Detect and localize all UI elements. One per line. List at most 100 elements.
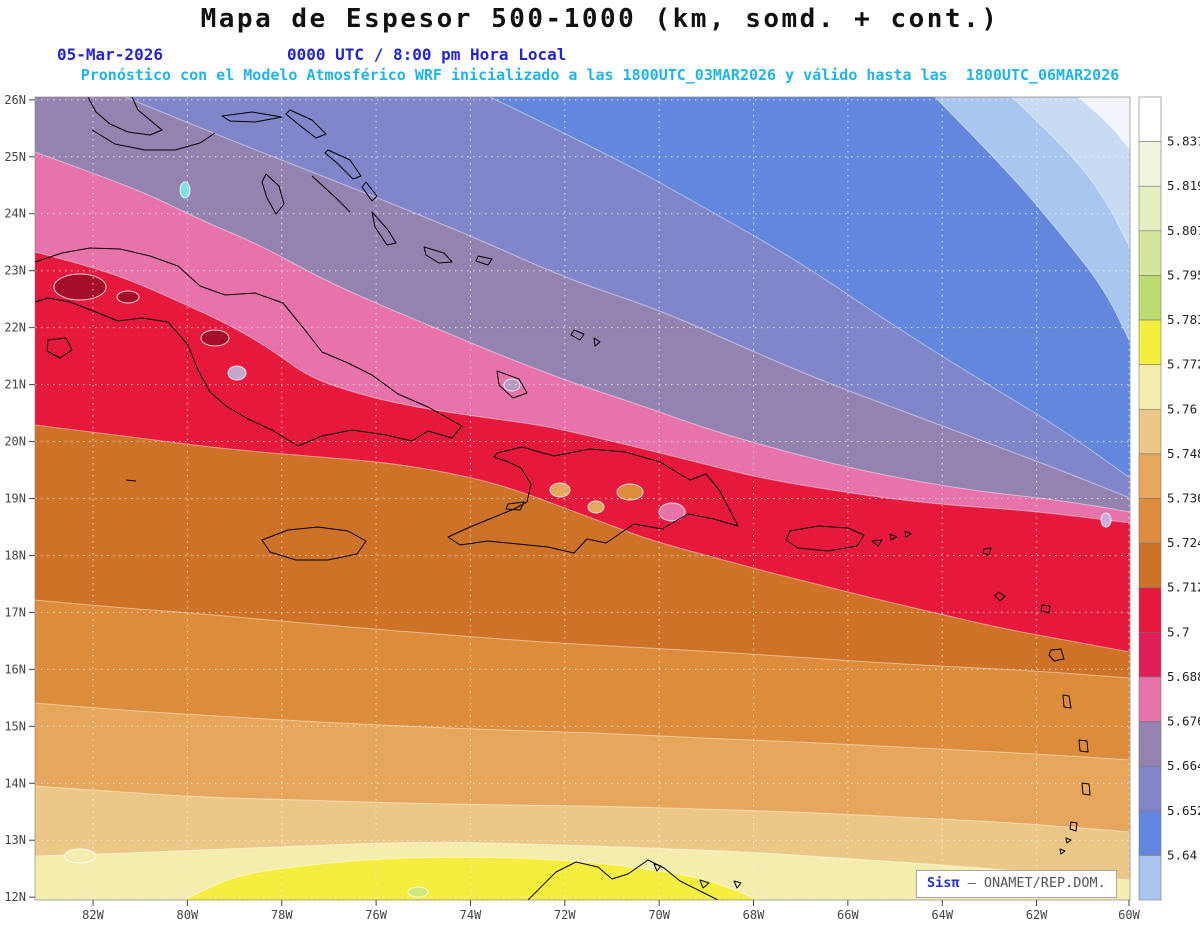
lon-label: 72W <box>554 908 576 922</box>
contour-pocket <box>407 886 429 898</box>
colorbar-label: 5.736 <box>1167 491 1200 506</box>
coast-long-island <box>371 211 397 246</box>
contour-pocket <box>200 329 230 347</box>
grid-lines <box>35 97 1130 900</box>
coast-dominica <box>1062 694 1072 709</box>
colorbar-segment <box>1138 498 1162 544</box>
contour-pocket <box>549 482 571 498</box>
colorbar-label: 5.772 <box>1167 357 1200 372</box>
forecast-validity-line: Pronóstico con el Modelo Atmosférico WRF… <box>80 66 1120 84</box>
lat-label: 21N <box>4 378 26 392</box>
coast-grenadines-1 <box>1065 837 1072 844</box>
watermark-org: – ONAMET/REP.DOM. <box>959 875 1106 891</box>
lon-label: 78W <box>271 908 293 922</box>
lon-label: 70W <box>648 908 670 922</box>
coast-south-america <box>527 859 719 900</box>
colorbar-label: 5.676 <box>1167 714 1200 729</box>
colorbar-segment <box>1138 141 1162 187</box>
colorbar-label: 5.783 <box>1167 312 1200 327</box>
colorbar-label: 5.724 <box>1167 535 1200 550</box>
colorbar-segment <box>1138 721 1162 767</box>
watermark: Sisπ – ONAMET/REP.DOM. <box>916 870 1117 898</box>
colorbar-segment <box>1138 855 1162 901</box>
coast-caicos <box>593 337 601 347</box>
contour-pocket <box>53 273 107 301</box>
contour-pocket <box>587 500 605 514</box>
coast-cuba <box>35 247 463 447</box>
coast-jamaica <box>261 526 367 561</box>
lat-label: 13N <box>4 833 26 847</box>
colorbar-segment <box>1138 408 1162 455</box>
colorbar-segment <box>1138 810 1162 856</box>
watermark-brand: Sisπ <box>927 875 960 891</box>
coast-exuma <box>311 175 351 213</box>
lon-label: 80W <box>177 908 199 922</box>
colorbar-label: 5.688 <box>1167 669 1200 684</box>
colorbar-label: 5.819 <box>1167 178 1200 193</box>
run-time: 0000 UTC / 8:00 pm Hora Local <box>287 45 567 64</box>
coast-puerto-rico <box>785 525 865 552</box>
coast-mayaguana <box>475 255 493 266</box>
coast-grand-bahama <box>221 111 283 123</box>
contour-pocket <box>179 181 191 199</box>
contour-lines <box>35 97 1130 900</box>
coast-isla-juventud <box>46 337 73 359</box>
lat-label: 22N <box>4 321 26 335</box>
colorbar-label: 5.7 <box>1167 624 1190 639</box>
lon-label: 68W <box>743 908 765 922</box>
colorbar-segment <box>1138 185 1162 232</box>
colorbar-segment <box>1138 632 1162 678</box>
coast-st-martin <box>982 547 992 556</box>
coast-vieques <box>871 539 883 547</box>
colorbar-segment <box>1138 364 1162 410</box>
band-5.772-5.783 <box>185 857 758 900</box>
lat-label: 12N <box>4 890 26 904</box>
contour-pocket <box>227 365 247 381</box>
colorbar-label: 5.652 <box>1167 803 1200 818</box>
coastlines <box>35 97 1091 900</box>
colorbar-label: 5.664 <box>1167 758 1200 773</box>
coast-grenadines-2 <box>1059 848 1066 855</box>
coast-virgin-2 <box>904 530 912 538</box>
coast-inagua <box>496 370 528 399</box>
map-area <box>35 97 1130 900</box>
colorbar-label: 5.712 <box>1167 580 1200 595</box>
contour-pocket <box>616 483 644 501</box>
coast-curacao <box>699 879 710 889</box>
coast-andros <box>261 173 285 215</box>
lat-label: 19N <box>4 492 26 506</box>
axis-labels: 26N 25N 24N 23N 22N 21N 20N 19N 18N 17N 16N 15N 14N 1… <box>4 93 1140 922</box>
lon-label: 62W <box>1026 908 1048 922</box>
coast-st-lucia <box>1081 782 1091 796</box>
lon-label: 74W <box>460 908 482 922</box>
colorbar-label: 5.64 <box>1167 847 1197 862</box>
coast-gonave <box>505 501 525 511</box>
coast-abaco <box>285 109 327 139</box>
coast-florida-keys <box>91 129 216 151</box>
lon-label: 82W <box>82 908 104 922</box>
lat-label: 15N <box>4 719 26 733</box>
contour-pocket <box>63 848 97 864</box>
coast-virgin-1 <box>889 533 898 541</box>
lat-label: 18N <box>4 548 26 562</box>
colorbar-legend: 5.831 5.819 5.807 5.795 5.783 5.772 5.76 5.748 5… <box>1138 96 1200 901</box>
coast-hispaniola <box>447 446 739 554</box>
colorbar-segment <box>1138 542 1162 589</box>
colorbar-label: 5.807 <box>1167 223 1200 238</box>
lon-label: 64W <box>931 908 953 922</box>
coast-turks <box>570 329 585 341</box>
lon-label: 60W <box>1118 908 1140 922</box>
lat-label: 26N <box>4 93 26 107</box>
coast-bonaire <box>733 880 742 889</box>
lat-label: 23N <box>4 264 26 278</box>
coast-guadeloupe <box>1048 648 1065 662</box>
colorbar-segment <box>1138 275 1162 321</box>
lat-label: 14N <box>4 776 26 790</box>
lon-label: 66W <box>837 908 859 922</box>
contour-pocket <box>503 378 521 392</box>
run-date: 05-Mar-2026 <box>57 45 163 64</box>
coast-cat-island <box>361 181 378 202</box>
contour-pocket <box>116 290 140 304</box>
